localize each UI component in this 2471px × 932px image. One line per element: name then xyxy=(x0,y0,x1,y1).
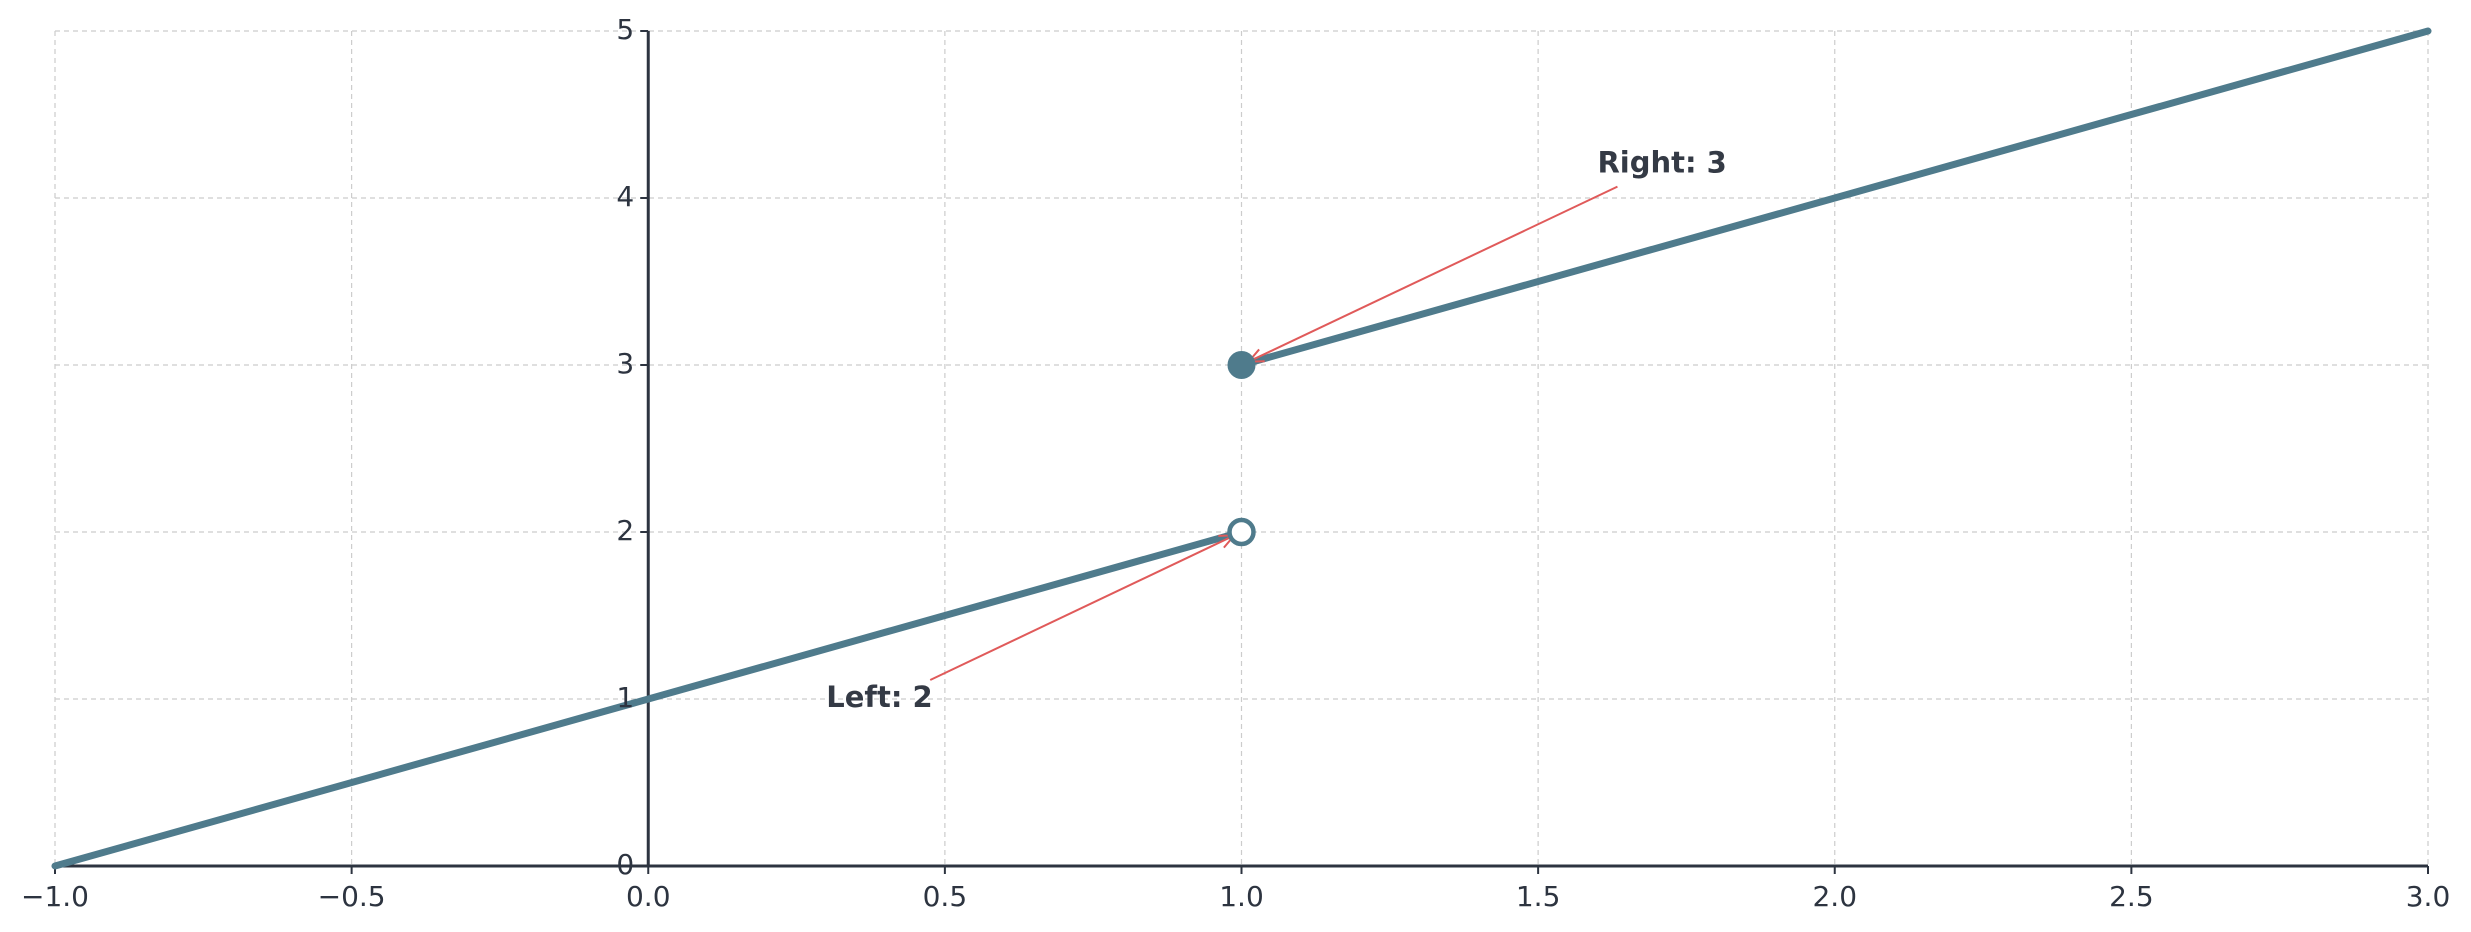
x-tick-label: −0.5 xyxy=(318,880,386,913)
points xyxy=(1227,351,1256,547)
annotation-label: Right: 3 xyxy=(1597,146,1726,180)
y-tick-label: 0 xyxy=(616,848,634,881)
y-tick-label: 2 xyxy=(616,514,634,547)
x-tick-label: 1.5 xyxy=(1516,880,1561,913)
series xyxy=(51,27,2432,870)
x-tick-label: −1.0 xyxy=(21,880,89,913)
x-tick-label: 1.0 xyxy=(1219,880,1264,913)
annotation-arrow xyxy=(929,534,1235,681)
series-line-1 xyxy=(51,528,1245,870)
x-tick-label: 2.0 xyxy=(1812,880,1857,913)
y-tick-label: 3 xyxy=(616,347,634,380)
annotation-arrow xyxy=(1248,185,1618,363)
annotation-label: Left: 2 xyxy=(826,680,933,714)
y-tick-label: 1 xyxy=(616,681,634,714)
series-line-2 xyxy=(1238,27,2432,369)
filled-point-marker xyxy=(1227,351,1256,379)
grid xyxy=(54,30,2429,867)
x-tick-label: 0.5 xyxy=(923,880,968,913)
tick-labels: −1.0 −0.5 0.0 0.5 1.0 1.5 2.0 2.5 3.0 0 1 2 3 4 5 xyxy=(21,13,2450,913)
x-tick-label: 2.5 xyxy=(2109,880,2154,913)
open-point-marker xyxy=(1227,517,1256,547)
annotations: Left: 2 Right: 3 xyxy=(826,146,1727,714)
x-tick-label: 3.0 xyxy=(2406,880,2451,913)
x-tick-label: 0.0 xyxy=(626,880,671,913)
y-tick-label: 4 xyxy=(616,180,634,213)
y-tick-label: 5 xyxy=(616,13,634,46)
